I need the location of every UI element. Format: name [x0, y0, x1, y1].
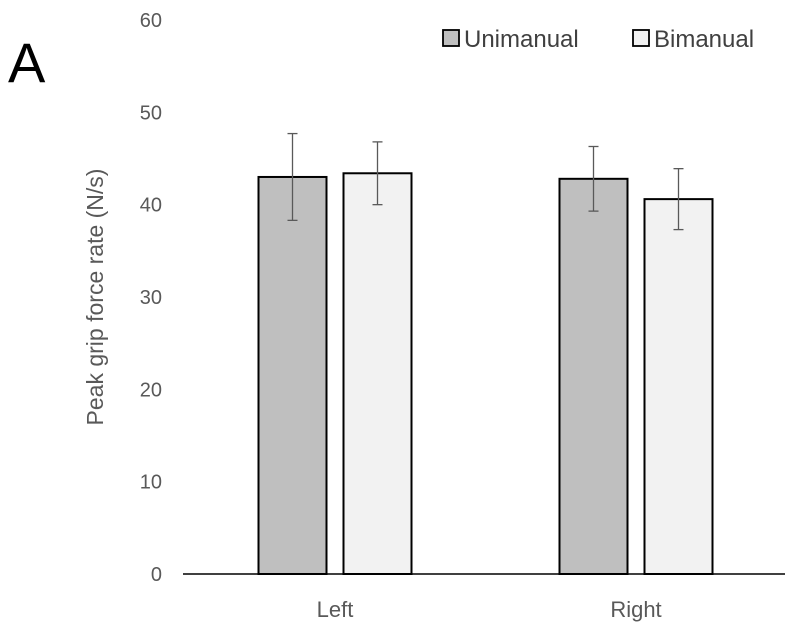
y-tick-label: 50: [140, 102, 162, 124]
error-bar-unimanual-right: [588, 145, 599, 212]
y-axis-ticks: 0 10 20 30 40 50 60: [140, 10, 162, 586]
legend-label: Bimanual: [654, 26, 754, 53]
y-tick-label: 30: [140, 287, 162, 309]
y-tick-label: 40: [140, 195, 162, 217]
bar-bimanual-left: [342, 172, 413, 575]
bar-bimanual-right: [643, 198, 714, 575]
legend: Unimanual Bimanual: [442, 26, 754, 53]
panel-label: A: [8, 31, 46, 94]
bar-unimanual-left: [257, 175, 328, 575]
error-bar-unimanual-left: [287, 132, 298, 222]
error-bars: [287, 132, 684, 231]
legend-swatch: [632, 29, 650, 47]
legend-swatch: [442, 29, 460, 47]
bars: [257, 172, 714, 576]
y-tick-label: 60: [140, 10, 162, 32]
x-tick-label: Left: [317, 597, 354, 622]
y-tick-label: 10: [140, 472, 162, 494]
y-tick-label: 20: [140, 379, 162, 401]
error-bar-bimanual-left: [372, 141, 383, 206]
y-axis-label: Peak grip force rate (N/s): [82, 169, 108, 426]
legend-label: Unimanual: [464, 26, 579, 53]
legend-item-unimanual: Unimanual: [442, 26, 579, 53]
legend-item-bimanual: Bimanual: [632, 26, 754, 53]
error-bar-bimanual-right: [673, 168, 684, 231]
bar-unimanual-right: [558, 177, 629, 576]
x-axis-labels: Left Right: [317, 597, 662, 622]
x-tick-label: Right: [610, 597, 661, 622]
y-tick-label: 0: [151, 564, 162, 586]
